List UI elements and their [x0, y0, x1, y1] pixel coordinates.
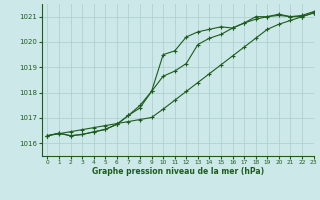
X-axis label: Graphe pression niveau de la mer (hPa): Graphe pression niveau de la mer (hPa): [92, 167, 264, 176]
